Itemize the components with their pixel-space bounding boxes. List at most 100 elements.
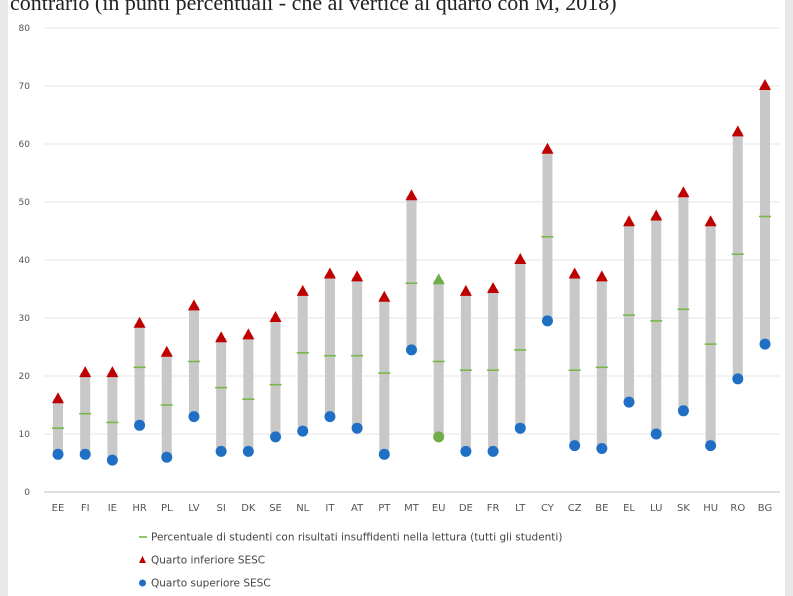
x-category-label: LT	[515, 503, 526, 514]
range-bar	[760, 86, 770, 345]
x-category-label: PT	[378, 503, 391, 514]
x-category-label: HR	[132, 503, 147, 514]
upper-quartile-marker	[704, 215, 717, 227]
upper-quartile-marker	[160, 345, 173, 357]
upper-quartile-marker	[242, 328, 255, 340]
lower-quartile-marker	[705, 440, 717, 452]
range-bar	[297, 291, 308, 432]
range-bar	[243, 335, 254, 452]
x-category-label: CY	[541, 503, 555, 514]
lower-quartile-marker	[52, 448, 64, 460]
upper-quartile-marker	[514, 253, 527, 264]
range-bar	[569, 274, 580, 446]
legend-label: Percentuale di studenti con risultati in…	[151, 532, 562, 544]
lower-quartile-marker	[161, 451, 173, 463]
y-tick-label: 0	[24, 488, 30, 498]
range-bar	[216, 338, 227, 452]
right-border	[785, 0, 793, 596]
upper-quartile-marker	[79, 366, 92, 378]
lower-quartile-marker	[106, 454, 118, 466]
upper-quartile-marker	[378, 290, 391, 302]
y-axis-ticks: 0 10 20 30 40 50 60 70 80	[19, 24, 31, 498]
upper-quartile-marker	[323, 267, 336, 279]
range-bar	[406, 196, 417, 350]
upper-quartile-marker	[650, 209, 663, 221]
lower-quartile-marker	[79, 448, 91, 460]
x-category-label: CZ	[568, 503, 582, 514]
upper-quartile-marker	[487, 282, 500, 293]
lower-quartile-marker	[134, 419, 146, 431]
lower-quartile-marker	[541, 315, 553, 327]
upper-quartile-marker	[405, 189, 418, 201]
range-bar	[107, 373, 118, 461]
range-bar	[624, 222, 635, 403]
upper-quartile-marker	[133, 316, 146, 328]
lower-quartile-marker	[596, 443, 608, 454]
upper-quartile-marker	[759, 79, 771, 90]
legend-triangle-icon	[139, 556, 146, 563]
lower-quartile-marker	[759, 338, 771, 350]
lower-quartile-marker	[433, 431, 445, 443]
upper-quartile-marker	[296, 284, 309, 296]
range-bar	[352, 277, 363, 429]
x-category-label: FR	[487, 503, 500, 514]
lower-quartile-marker	[351, 422, 363, 434]
lower-quartile-marker	[514, 422, 526, 434]
lower-quartile-marker	[623, 396, 635, 408]
upper-quartile-marker	[541, 142, 554, 154]
x-category-label: EU	[432, 503, 446, 514]
upper-quartile-marker	[731, 125, 744, 137]
upper-quartile-marker	[432, 273, 445, 285]
upper-quartile-marker	[215, 331, 228, 343]
range-bar	[651, 216, 662, 434]
x-category-label: SI	[217, 503, 226, 514]
x-category-label: IT	[325, 503, 335, 514]
lower-quartile-marker	[460, 445, 472, 457]
range-bar	[460, 291, 471, 452]
legend-label: Quarto superiore SESC	[151, 578, 271, 590]
lower-quartile-marker	[297, 425, 309, 437]
x-category-label: FI	[81, 503, 90, 514]
x-category-label: DE	[459, 503, 473, 514]
upper-quartile-marker	[187, 299, 200, 311]
legend-circle-icon	[139, 579, 146, 587]
legend-label: Quarto inferiore SESC	[151, 555, 265, 567]
left-border	[0, 0, 8, 596]
range-bar	[270, 318, 281, 437]
x-category-label: SK	[677, 503, 690, 514]
x-category-label: DK	[241, 503, 256, 514]
x-category-label: EE	[52, 503, 65, 514]
range-bar	[515, 260, 526, 429]
upper-quartile-marker	[595, 270, 608, 282]
y-tick-label: 80	[19, 24, 31, 34]
range-bar	[542, 149, 553, 321]
lower-quartile-marker	[677, 405, 689, 417]
x-axis-categories: EE FI IE HR PL LV SI DK SE NL IT AT PT MT EU DE FR LT CY CZ…	[52, 503, 773, 514]
y-tick-label: 50	[19, 198, 31, 208]
range-bar	[705, 222, 716, 446]
lower-quartile-marker	[188, 411, 200, 423]
lower-quartile-marker	[487, 445, 499, 457]
lower-quartile-marker	[569, 440, 581, 452]
x-category-label: NL	[296, 503, 309, 514]
x-category-label: RO	[730, 503, 745, 514]
range-bar	[732, 132, 743, 379]
range-bar	[379, 297, 390, 455]
upper-quartile-marker	[623, 215, 636, 227]
upper-quartile-marker	[568, 267, 581, 279]
y-tick-label: 20	[19, 372, 31, 382]
y-tick-label: 60	[19, 140, 31, 150]
x-category-label: AT	[351, 503, 364, 514]
range-bar	[134, 323, 145, 426]
x-category-label: PL	[161, 503, 173, 514]
lower-quartile-marker	[406, 344, 417, 356]
y-tick-label: 30	[19, 314, 31, 324]
lower-quartile-marker	[270, 431, 282, 443]
range-bar	[433, 280, 444, 437]
legend: Percentuale di studenti con risultati in…	[139, 532, 562, 590]
x-category-label: IE	[108, 503, 117, 514]
x-category-label: LU	[650, 503, 662, 514]
y-tick-label: 10	[19, 430, 31, 440]
